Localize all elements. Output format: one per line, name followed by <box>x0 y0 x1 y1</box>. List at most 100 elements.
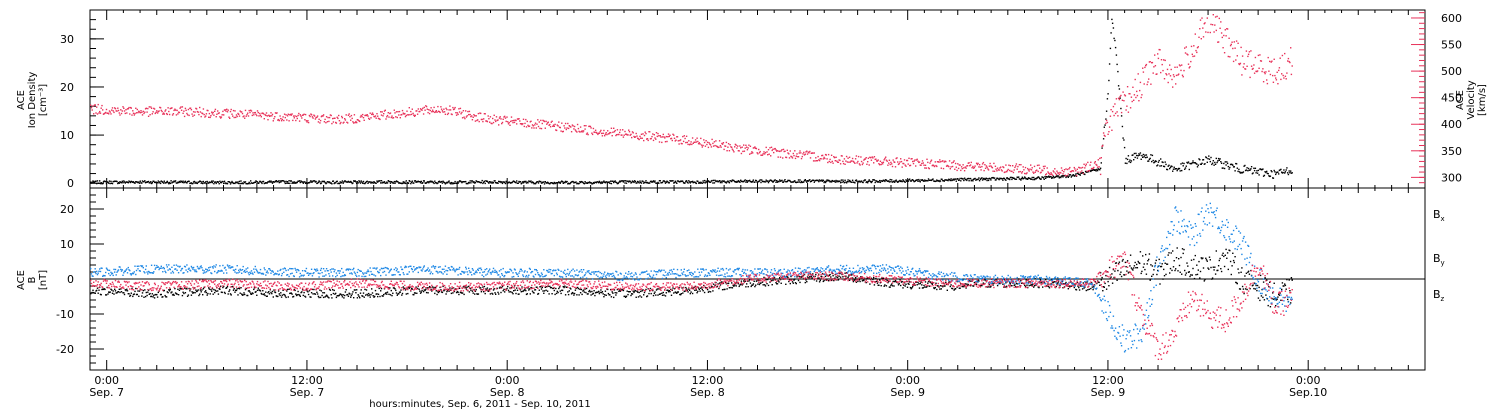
ion-density-series-point <box>212 180 214 182</box>
bx-series-point <box>343 297 345 299</box>
ion-density-series-point <box>817 179 819 182</box>
ion-density-series-point <box>455 182 458 184</box>
velocity-series-point <box>328 116 331 119</box>
bx-series-point <box>851 274 853 276</box>
velocity-series-point <box>193 114 196 116</box>
ion-density-series-point <box>431 180 433 182</box>
bx-series-point <box>232 285 234 288</box>
ion-density-series-point <box>597 181 599 183</box>
ion-density-series-point <box>535 182 537 184</box>
ion-density-series-point <box>1021 176 1024 178</box>
ion-density-series-point <box>296 181 298 183</box>
ion-density-series-point <box>842 180 845 183</box>
bx-series-point <box>703 284 705 287</box>
velocity-series-point <box>129 106 132 109</box>
ion-density-series-point <box>496 182 498 184</box>
bx-series-point <box>1211 277 1214 279</box>
ion-density-series-point <box>824 181 827 184</box>
bx-series-point <box>179 287 181 290</box>
velocity-series-point <box>125 109 127 111</box>
velocity-series-point <box>692 142 694 144</box>
ion-density-series-point <box>1074 175 1076 177</box>
ion-density-series-point <box>254 181 256 183</box>
ion-density-series-point <box>559 182 561 184</box>
velocity-series-point <box>799 150 801 152</box>
velocity-series-point <box>511 120 513 122</box>
velocity-series-point <box>501 122 503 125</box>
velocity-series-point <box>468 110 471 113</box>
velocity-series-point <box>590 127 592 129</box>
ion-density-series-point <box>1126 162 1128 165</box>
ion-density-series-point <box>1063 175 1066 177</box>
bx-series-point <box>451 287 453 290</box>
ion-density-series-point <box>301 181 304 183</box>
ion-density-series-point <box>935 180 937 182</box>
ion-density-series-point <box>754 181 756 183</box>
velocity-series-point <box>891 163 893 165</box>
ion-density-series-point <box>138 182 141 184</box>
bx-series-point <box>91 291 93 294</box>
bx-series-point <box>143 296 145 298</box>
velocity-series-point <box>1151 61 1154 64</box>
velocity-series-point <box>943 161 945 163</box>
by-series-point <box>96 270 98 273</box>
ion-density-series-point <box>358 180 360 182</box>
ion-density-series-point <box>666 180 668 182</box>
bx-series-point <box>616 288 619 291</box>
bx-series-point <box>718 282 721 284</box>
bx-series-point <box>578 294 580 296</box>
ion-density-series-point <box>1014 178 1016 180</box>
ion-density-series-point <box>1110 32 1112 34</box>
velocity-series-point <box>250 109 252 111</box>
ion-density-series-point <box>425 182 428 184</box>
bx-series-point <box>1207 267 1209 269</box>
ion-density-series-point <box>1249 169 1251 171</box>
bx-series-point <box>659 293 661 295</box>
bx-series-point <box>304 296 307 298</box>
bx-series-point <box>1107 280 1109 283</box>
velocity-series-point <box>1081 166 1084 169</box>
ion-density-series-point <box>1151 160 1153 163</box>
velocity-series-point <box>1164 59 1166 62</box>
velocity-series-point <box>151 113 153 115</box>
velocity-series-point <box>1044 165 1046 167</box>
ion-density-series-point <box>405 180 407 182</box>
ion-density-series-point <box>797 181 799 183</box>
bx-series-point <box>280 296 283 298</box>
ion-density-series-point <box>359 181 361 183</box>
bx-series-point <box>662 291 664 294</box>
bx-series-point <box>1131 268 1133 270</box>
ion-density-series-point <box>1156 165 1158 167</box>
velocity-series-point <box>1244 68 1247 70</box>
by-series-point <box>111 272 114 274</box>
velocity-series-point <box>208 116 210 118</box>
velocity-series-point <box>632 132 634 134</box>
velocity-series-point <box>647 139 649 142</box>
velocity-series-point <box>767 154 769 156</box>
ion-density-series-point <box>863 179 866 181</box>
bx-series-point <box>436 293 438 296</box>
ion-density-series-point <box>567 183 569 185</box>
velocity-series-point <box>407 114 410 116</box>
velocity-series-point <box>473 114 475 116</box>
bx-series-point <box>196 290 199 292</box>
velocity-series-point <box>1148 61 1151 63</box>
velocity-series-point <box>1141 94 1143 96</box>
bx-series-point <box>341 296 344 298</box>
ion-density-series-point <box>996 177 999 179</box>
bx-series-point <box>693 286 695 289</box>
bx-series-point <box>1265 294 1267 296</box>
ion-density-series-point <box>691 181 693 183</box>
ion-density-series-point <box>402 181 404 183</box>
bx-series-point <box>183 287 186 289</box>
bx-series-point <box>1182 252 1184 255</box>
bx-series-point <box>558 287 560 290</box>
velocity-series-point <box>100 107 102 109</box>
velocity-series-point <box>207 109 209 112</box>
bx-series-point <box>470 289 472 291</box>
bx-series-point <box>458 287 461 289</box>
velocity-series-point <box>397 111 399 113</box>
bx-series-point <box>538 289 540 291</box>
velocity-series-point <box>224 109 226 111</box>
velocity-series-point <box>1000 166 1002 168</box>
